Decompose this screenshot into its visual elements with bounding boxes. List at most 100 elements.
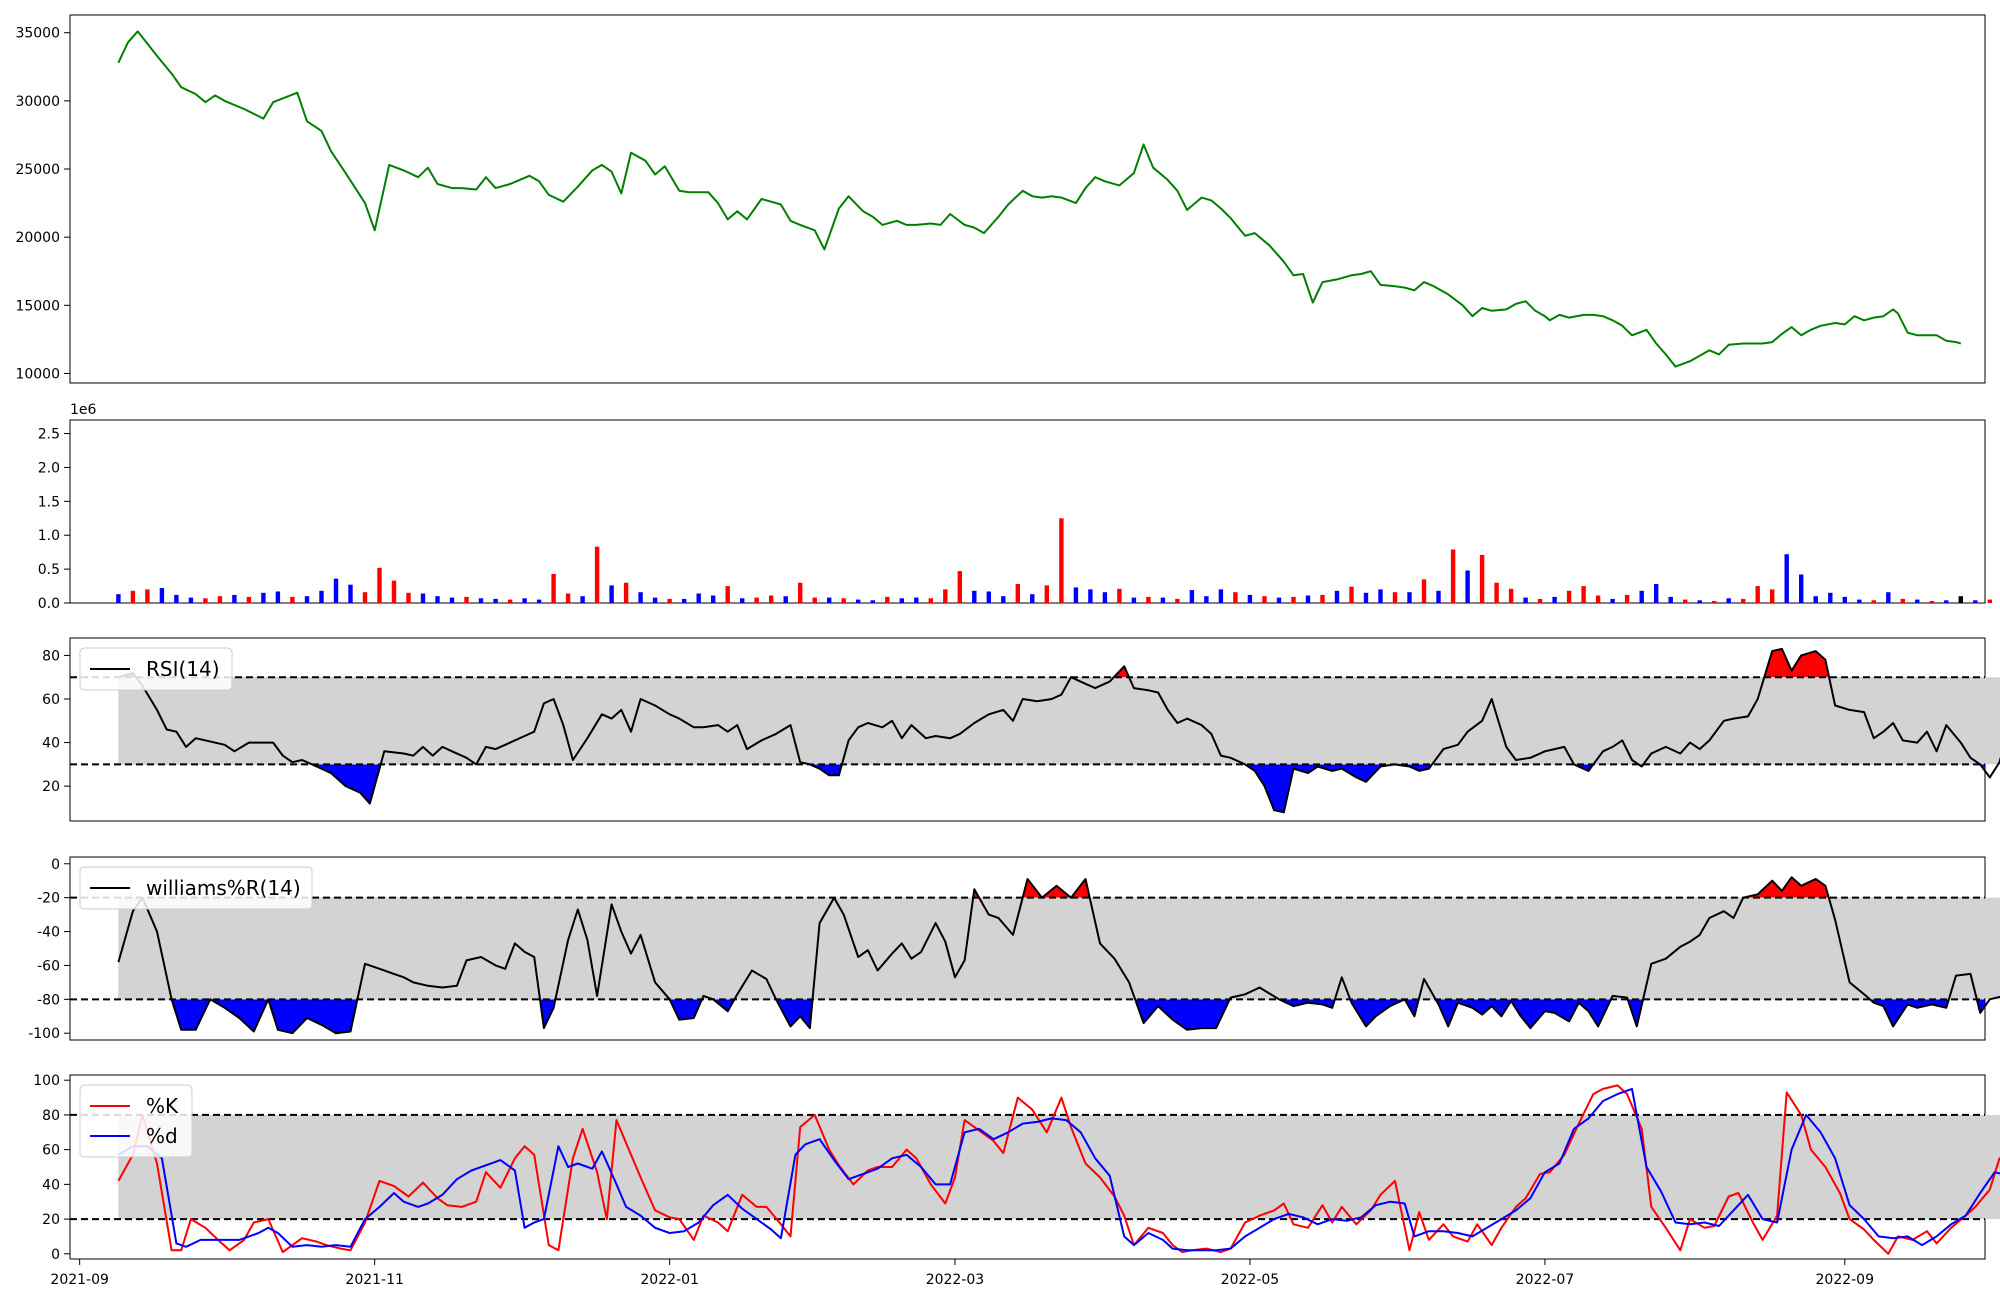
volume-bar: [275, 591, 281, 603]
price-line: [117, 30, 1962, 368]
volume-bar: [899, 598, 904, 603]
volume-bar: [1886, 592, 1891, 603]
volume-bar: [1697, 600, 1702, 603]
volume-bar: [217, 596, 223, 603]
volume-bar: [1378, 589, 1383, 603]
williams-ytick-label: -20: [37, 891, 60, 907]
williams-ytick-label: -60: [37, 958, 60, 974]
x-axis-tick-label: 2022-07: [1516, 1272, 1575, 1288]
stochastic-legend-label: %d: [146, 1124, 178, 1148]
volume-bar: [1001, 596, 1006, 603]
volume-bar: [1494, 582, 1499, 603]
volume-bar: [1828, 592, 1833, 603]
volume-bar: [986, 591, 991, 603]
volume-bar: [957, 571, 962, 603]
volume-bar: [1146, 596, 1151, 603]
volume-bar: [565, 593, 571, 603]
x-axis-tick-label: 2021-09: [50, 1272, 109, 1288]
volume-bar: [1944, 600, 1949, 603]
volume-bar: [1784, 554, 1789, 603]
volume-bar: [1639, 590, 1644, 603]
volume-bar: [1523, 597, 1528, 603]
volume-bar: [1233, 592, 1238, 603]
williams-ytick-label: -100: [28, 1026, 60, 1042]
volume-bar: [1508, 588, 1514, 603]
volume-bar: [1073, 587, 1079, 603]
rsi-legend-box: [79, 647, 233, 691]
rsi-ytick-label: 60: [42, 692, 60, 708]
volume-ytick-label: 0.0: [38, 596, 60, 612]
volume-bar: [1305, 595, 1311, 603]
volume-bar: [885, 596, 890, 603]
volume-bar: [420, 593, 426, 603]
volume-bar: [1712, 601, 1717, 603]
volume-bar: [1813, 596, 1818, 603]
volume-bar: [870, 600, 875, 603]
volume-bar: [1537, 598, 1543, 603]
volume-bar: [464, 596, 469, 603]
volume-bar: [1770, 589, 1775, 603]
volume-bar: [1857, 599, 1862, 603]
volume-ytick-label: 1.5: [38, 494, 60, 510]
volume-bar: [1247, 594, 1253, 603]
volume-bar: [1407, 592, 1412, 603]
volume-ytick-label: 0.5: [38, 562, 60, 578]
volume-bar: [841, 598, 846, 603]
volume-bar: [1392, 592, 1398, 603]
volume-bar: [304, 596, 310, 603]
stochastic-ytick-label: 60: [42, 1143, 60, 1159]
x-axis-tick-label: 2022-03: [926, 1272, 985, 1288]
volume-bar: [174, 594, 179, 603]
williams-overbought-fill: [973, 877, 1829, 898]
volume-bar: [827, 597, 832, 603]
volume-bar: [798, 582, 803, 603]
volume-bar: [1915, 599, 1920, 603]
volume-bar: [1624, 594, 1630, 603]
price-ytick-label: 20000: [15, 230, 60, 246]
volume-bar: [1973, 600, 1978, 603]
price-ytick-label: 35000: [15, 26, 60, 42]
williams-neutral-band: [118, 897, 2000, 1000]
stochastic-neutral-band: [118, 1114, 2000, 1220]
volume-bar: [1276, 597, 1282, 603]
volume-bar: [1334, 590, 1340, 603]
volume-bar: [261, 592, 266, 603]
volume-bar: [1842, 596, 1847, 603]
volume-bar: [1189, 590, 1195, 603]
williams-ytick-label: -40: [37, 925, 60, 941]
volume-bar: [972, 590, 977, 603]
volume-bar: [1581, 586, 1586, 603]
volume-bar: [1726, 598, 1731, 603]
volume-bar: [1421, 579, 1427, 603]
volume-bar: [1668, 596, 1673, 603]
volume-bar: [188, 597, 194, 603]
volume-bar: [1117, 588, 1122, 603]
stochastic-d-line: [117, 1087, 2000, 1252]
volume-bar: [769, 595, 774, 603]
volume-bar: [1320, 594, 1325, 603]
stochastic-k-line: [117, 1084, 2000, 1255]
volume-bar: [232, 594, 237, 603]
rsi-line: [118, 647, 2000, 814]
x-axis-tick-label: 2021-11: [345, 1272, 404, 1288]
volume-bar: [1436, 590, 1441, 603]
volume-bar: [319, 590, 324, 603]
price-panel-frame: [69, 14, 1986, 384]
volume-bar: [1262, 596, 1267, 603]
volume-bar: [711, 595, 716, 603]
volume-bar: [725, 586, 730, 603]
x-axis-tick-label: 2022-09: [1816, 1272, 1875, 1288]
volume-bar: [667, 598, 672, 603]
volume-bar: [1900, 598, 1905, 603]
x-axis-tick-label: 2022-05: [1221, 1272, 1280, 1288]
rsi-legend-label: RSI(14): [146, 657, 220, 681]
volume-ytick-label: 2.5: [38, 427, 60, 443]
volume-ytick-label: 2.0: [38, 460, 60, 476]
volume-bar: [522, 598, 527, 603]
volume-ytick-label: 1.0: [38, 528, 60, 544]
volume-bar: [740, 598, 745, 603]
volume-offset-label: 1e6: [70, 402, 97, 418]
volume-bar: [1349, 586, 1354, 603]
volume-bar: [333, 578, 339, 603]
volume-bar: [1160, 597, 1166, 603]
